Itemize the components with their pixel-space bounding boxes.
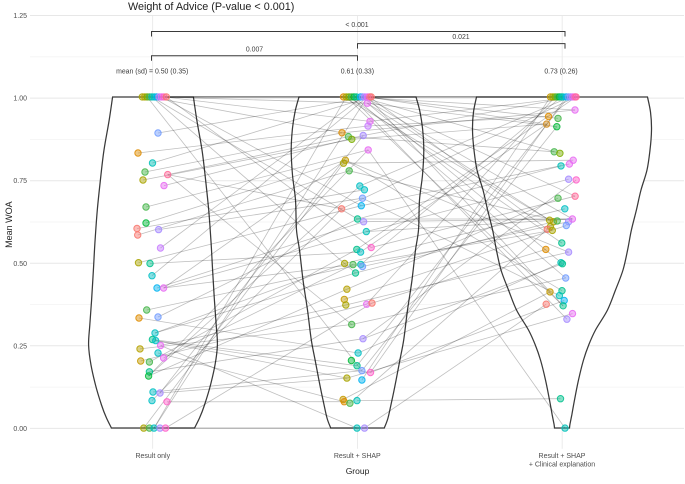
svg-text:0.61 (0.33): 0.61 (0.33): [341, 69, 374, 76]
svg-text:Result only: Result only: [135, 453, 170, 460]
svg-text:0.50: 0.50: [13, 261, 27, 268]
svg-text:0.00: 0.00: [13, 426, 27, 433]
svg-text:Weight of Advice (P-value < 0.: Weight of Advice (P-value < 0.001): [128, 1, 294, 13]
svg-text:+ Clinical explanation: + Clinical explanation: [529, 461, 595, 468]
svg-text:0.021: 0.021: [452, 34, 469, 41]
svg-text:0.007: 0.007: [246, 46, 263, 53]
svg-text:0.75: 0.75: [13, 178, 27, 185]
svg-text:0.25: 0.25: [13, 343, 27, 350]
svg-text:1.00: 1.00: [13, 96, 27, 103]
svg-text:Result + SHAP: Result + SHAP: [334, 453, 381, 460]
svg-text:mean (sd) = 0.50 (0.35): mean (sd) = 0.50 (0.35): [116, 69, 188, 76]
svg-text:0.73 (0.26): 0.73 (0.26): [544, 69, 577, 76]
svg-text:1.25: 1.25: [13, 13, 27, 20]
svg-text:Mean WOA: Mean WOA: [4, 201, 14, 248]
svg-text:Group: Group: [346, 466, 370, 476]
svg-text:< 0.001: < 0.001: [345, 22, 368, 29]
svg-text:Result + SHAP: Result + SHAP: [539, 453, 586, 460]
